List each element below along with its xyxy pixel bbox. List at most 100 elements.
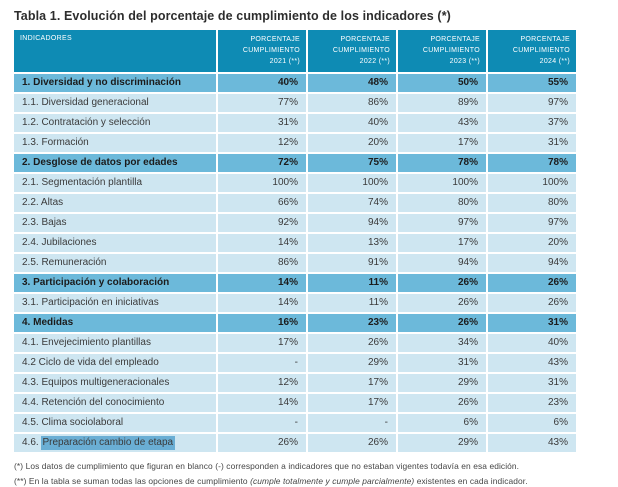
header-line: CUMPLIMIENTO — [242, 46, 300, 54]
row-value: 97% — [488, 93, 576, 112]
row-value: 23% — [488, 393, 576, 412]
column-header-2021: PORCENTAJE CUMPLIMIENTO 2021 (**) — [218, 30, 306, 72]
row-value: - — [218, 413, 306, 432]
row-label: 3.1. Participación en iniciativas — [14, 293, 216, 312]
header-line: 2021 (**) — [269, 57, 300, 65]
row-label: 1.3. Formación — [14, 133, 216, 152]
table-row: 2.3. Bajas 92% 94% 97% 97% — [14, 213, 576, 232]
row-value: 17% — [398, 233, 486, 252]
table-row: 2.4. Jubilaciones 14% 13% 17% 20% — [14, 233, 576, 252]
table-title: Tabla 1. Evolución del porcentaje de cum… — [14, 9, 451, 23]
row-label: 1.1. Diversidad generacional — [14, 93, 216, 112]
row-label: 4.3. Equipos multigeneracionales — [14, 373, 216, 392]
row-value: - — [308, 413, 396, 432]
row-value: 14% — [218, 233, 306, 252]
row-value: 17% — [308, 393, 396, 412]
table-row: 4.6. Preparación cambio de etapa 26% 26%… — [14, 433, 576, 452]
row-label: 1. Diversidad y no discriminación — [14, 73, 216, 92]
row-value: 31% — [398, 353, 486, 372]
table-row: 2.5. Remuneración 86% 91% 94% 94% — [14, 253, 576, 272]
row-value: 17% — [398, 133, 486, 152]
row-label: 4. Medidas — [14, 313, 216, 332]
row-value: 78% — [398, 153, 486, 172]
row-value: 26% — [488, 273, 576, 292]
row-value: 80% — [488, 193, 576, 212]
row-value: 80% — [398, 193, 486, 212]
row-value: 48% — [308, 73, 396, 92]
table-row: 3. Participación y colaboración 14% 11% … — [14, 273, 576, 292]
table-row: 3.1. Participación en iniciativas 14% 11… — [14, 293, 576, 312]
row-value: 17% — [218, 333, 306, 352]
row-value: 26% — [398, 313, 486, 332]
row-value: 26% — [398, 273, 486, 292]
row-value: 31% — [218, 113, 306, 132]
row-value: 29% — [398, 433, 486, 452]
row-value: 26% — [398, 393, 486, 412]
row-label: 2.4. Jubilaciones — [14, 233, 216, 252]
row-value: 43% — [488, 353, 576, 372]
row-label: 1.2. Contratación y selección — [14, 113, 216, 132]
row-value: 16% — [218, 313, 306, 332]
footnote-2-prefix: (**) En la tabla se suman todas las opci… — [14, 476, 251, 487]
row-label: 2. Desglose de datos por edades — [14, 153, 216, 172]
row-label: 4.2 Ciclo de vida del empleado — [14, 353, 216, 372]
row-value: 72% — [218, 153, 306, 172]
table-row: 4.1. Envejecimiento plantillas 17% 26% 3… — [14, 333, 576, 352]
column-header-2022: PORCENTAJE CUMPLIMIENTO 2022 (**) — [308, 30, 396, 72]
row-value: 40% — [218, 73, 306, 92]
row-value: 34% — [398, 333, 486, 352]
row-value: 50% — [398, 73, 486, 92]
row-label: 4.1. Envejecimiento plantillas — [14, 333, 216, 352]
row-value: 26% — [218, 433, 306, 452]
row-value: 94% — [308, 213, 396, 232]
header-line: PORCENTAJE — [340, 36, 390, 43]
row-label: 3. Participación y colaboración — [14, 273, 216, 292]
row-value: 97% — [398, 213, 486, 232]
row-value: 100% — [398, 173, 486, 192]
row-value: 23% — [308, 313, 396, 332]
header-line: PORCENTAJE — [430, 36, 480, 43]
header-line: PORCENTAJE — [250, 36, 300, 43]
row-value: 12% — [218, 133, 306, 152]
row-value: 89% — [398, 93, 486, 112]
row-label: 4.5. Clima sociolaboral — [14, 413, 216, 432]
data-table: INDICADORES PORCENTAJE CUMPLIMIENTO 2021… — [14, 30, 576, 452]
row-value: 74% — [308, 193, 396, 212]
row-value: 97% — [488, 213, 576, 232]
row-value: 31% — [488, 133, 576, 152]
row-value: 14% — [218, 273, 306, 292]
footnote-2-italic: (cumple totalmente y cumple parcialmente… — [250, 476, 415, 487]
header-line: CUMPLIMIENTO — [332, 46, 390, 54]
row-value: 94% — [398, 253, 486, 272]
header-line: 2024 (**) — [539, 57, 570, 65]
row-value: 55% — [488, 73, 576, 92]
row-value: 26% — [488, 293, 576, 312]
row-value: 100% — [218, 173, 306, 192]
row-value: 13% — [308, 233, 396, 252]
row-value: 6% — [488, 413, 576, 432]
column-header-2023: PORCENTAJE CUMPLIMIENTO 2023 (**) — [398, 30, 486, 72]
row-value: 26% — [308, 433, 396, 452]
table-row: 4.5. Clima sociolaboral - - 6% 6% — [14, 413, 576, 432]
footnote-2-suffix: existentes en cada indicador. — [414, 476, 528, 487]
row-value: 29% — [308, 353, 396, 372]
footnote-1: (*) Los datos de cumplimiento que figura… — [14, 460, 520, 471]
header-line: CUMPLIMIENTO — [422, 46, 480, 54]
highlighted-text: Preparación cambio de etapa — [41, 436, 176, 451]
row-value: 86% — [308, 93, 396, 112]
row-value: 26% — [308, 333, 396, 352]
row-label: 2.3. Bajas — [14, 213, 216, 232]
table-row: 4.4. Retención del conocimiento 14% 17% … — [14, 393, 576, 412]
table-row: 1.3. Formación 12% 20% 17% 31% — [14, 133, 576, 152]
table-row: 1.2. Contratación y selección 31% 40% 43… — [14, 113, 576, 132]
row-value: 100% — [308, 173, 396, 192]
row-value: 12% — [218, 373, 306, 392]
row-value: 29% — [398, 373, 486, 392]
column-header-indicadores: INDICADORES — [14, 30, 216, 72]
table-row: 1. Diversidad y no discriminación 40% 48… — [14, 73, 576, 92]
row-label: 2.1. Segmentación plantilla — [14, 173, 216, 192]
footnotes: (*) Los datos de cumplimiento que figura… — [14, 461, 604, 487]
header-line: CUMPLIMIENTO — [512, 46, 570, 54]
row-value: 31% — [488, 313, 576, 332]
